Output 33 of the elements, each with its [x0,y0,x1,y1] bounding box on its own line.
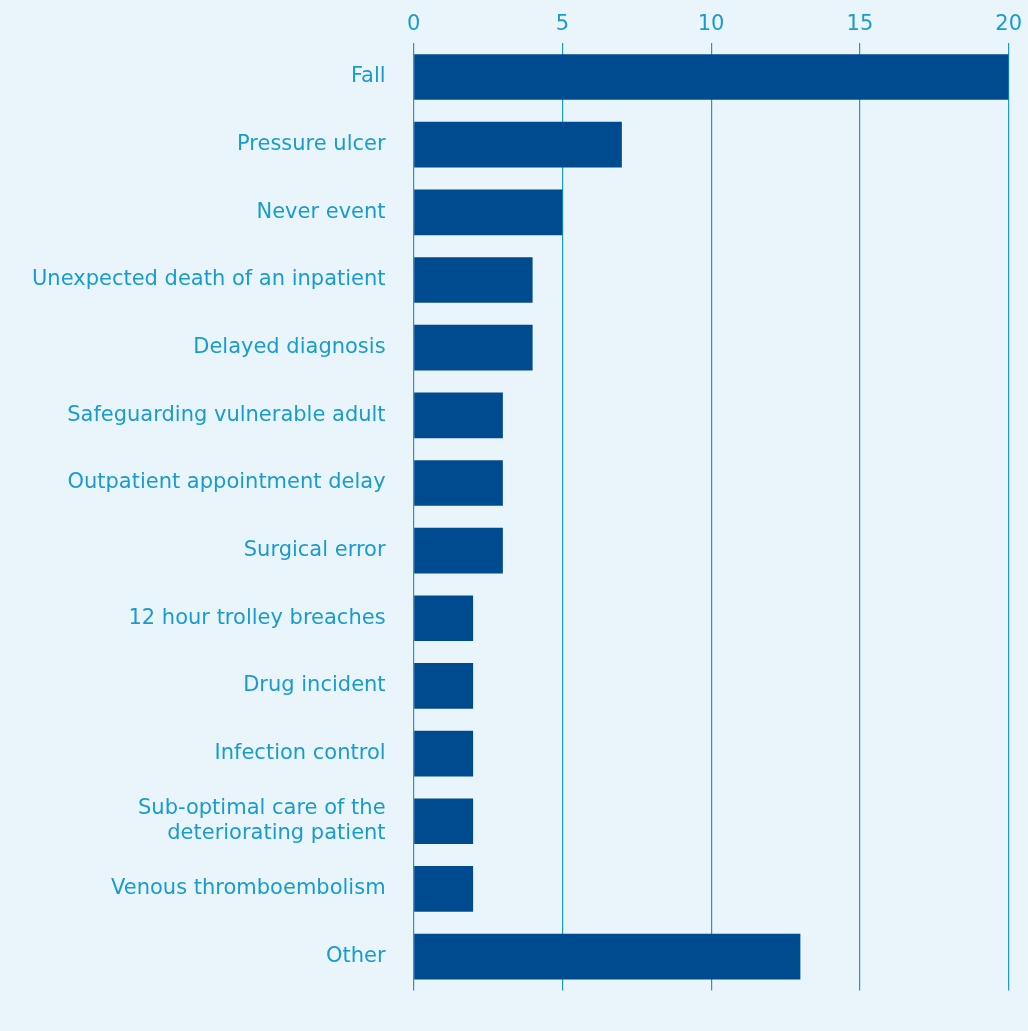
y-tick-label: Fall [350,63,386,88]
x-tick-label: 10 [697,11,725,36]
x-tick-label: 15 [846,11,874,36]
y-tick-label: Outpatient appointment delay [67,469,386,494]
bar [414,121,622,168]
y-tick-label: Infection control [214,740,386,765]
y-tick-label: Surgical error [243,537,386,562]
x-tick-label: 5 [555,11,570,36]
y-tick-label: Safeguarding vulnerable adult [67,401,386,426]
bar [414,324,533,371]
y-tick-label: Other [325,943,386,968]
y-tick-label: Never event [256,198,386,223]
bar [414,798,474,845]
x-tick-label: 20 [995,11,1023,36]
bar [414,866,474,912]
bar [414,392,503,439]
bar [414,933,801,980]
bar [414,460,503,506]
bar [414,54,1009,100]
bar [414,595,474,642]
y-tick-label: 12 hour trolley breaches [128,604,386,629]
y-tick-label: Delayed diagnosis [193,334,386,359]
y-tick-label: Unexpected death of an inpatient [31,266,386,291]
y-tick-label: Sub-optimal care of the deteriorating patient [138,795,386,845]
y-tick-label: Drug incident [243,672,386,697]
y-tick-label: Venous thromboembolism [111,875,386,900]
bar [414,189,563,236]
bar [414,527,503,574]
bar [414,730,474,777]
y-tick-label: Pressure ulcer [237,131,386,156]
bar [414,257,533,303]
x-tick-label: 0 [406,11,421,36]
bar [414,663,474,709]
